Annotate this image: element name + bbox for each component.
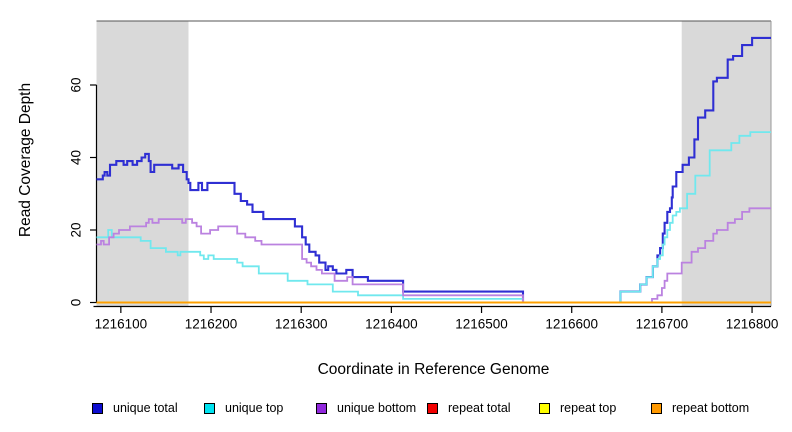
x-tick-label: 1216200 — [185, 317, 238, 332]
x-tick-label: 1216800 — [726, 317, 779, 332]
legend-item-unique-top: unique top — [204, 400, 283, 416]
series-unique-total — [96, 36, 771, 304]
series-unique-bottom — [96, 207, 771, 304]
legend-item-unique-total: unique total — [92, 400, 178, 416]
x-tick-label: 1216300 — [275, 317, 328, 332]
legend-swatch-unique-total-icon — [92, 402, 103, 414]
legend-swatch-repeat-top-icon — [539, 402, 550, 414]
series-unique-top — [96, 131, 771, 304]
legend-label-repeat-total: repeat total — [448, 401, 511, 415]
legend: unique total unique top unique bottom re… — [0, 400, 792, 418]
legend-swatch-repeat-total-icon — [427, 402, 438, 414]
x-tick-label: 1216400 — [365, 317, 418, 332]
x-tick-label: 1216500 — [455, 317, 508, 332]
legend-label-repeat-bottom: repeat bottom — [672, 401, 750, 415]
masked-region-right — [681, 21, 771, 307]
legend-label-repeat-top: repeat top — [560, 401, 617, 415]
legend-label-unique-total: unique total — [113, 401, 178, 415]
legend-label-unique-top: unique top — [225, 401, 284, 415]
y-tick-label: 0 — [69, 299, 84, 307]
x-tick-label: 1216700 — [636, 317, 689, 332]
y-axis-title: Read Coverage Depth — [17, 82, 34, 238]
y-tick-label: 60 — [69, 77, 84, 92]
legend-item-repeat-bottom: repeat bottom — [651, 400, 749, 416]
x-axis-title: Coordinate in Reference Genome — [317, 361, 550, 378]
legend-swatch-unique-top-icon — [204, 402, 215, 414]
legend-item-repeat-top: repeat top — [539, 400, 616, 416]
x-tick-label: 1216600 — [545, 317, 598, 332]
y-tick-label: 20 — [69, 222, 84, 237]
legend-swatch-repeat-bottom-icon — [651, 402, 662, 414]
legend-label-unique-bottom: unique bottom — [337, 401, 417, 415]
legend-item-repeat-total: repeat total — [427, 400, 511, 416]
legend-item-unique-bottom: unique bottom — [316, 400, 416, 416]
y-tick-label: 40 — [69, 150, 84, 165]
legend-swatch-unique-bottom-icon — [316, 402, 327, 414]
x-tick-label: 1216100 — [95, 317, 148, 332]
